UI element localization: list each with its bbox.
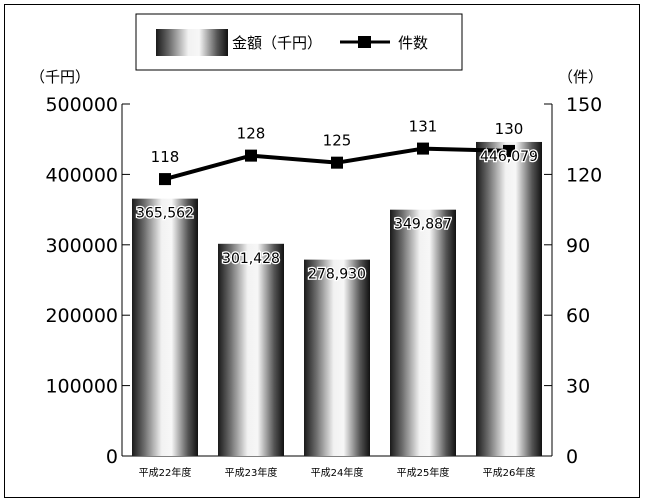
data-labels: 365,562 301,428 278,930 349,887 446,079 118 12… bbox=[135, 118, 539, 284]
bar-value-label: 301,428 bbox=[222, 251, 280, 267]
bar bbox=[132, 198, 198, 456]
bars bbox=[132, 141, 542, 456]
count-marker bbox=[331, 156, 343, 169]
y-right-tick-label: 0 bbox=[566, 446, 578, 468]
y-left-tick-label: 400000 bbox=[45, 164, 118, 186]
legend-bar-label: 金額（千円） bbox=[232, 34, 322, 52]
bar bbox=[476, 141, 542, 456]
x-tick-label: 平成24年度 bbox=[311, 466, 364, 479]
count-marker bbox=[245, 149, 257, 162]
count-value-label: 125 bbox=[323, 132, 352, 150]
bar bbox=[304, 259, 370, 456]
count-line bbox=[159, 142, 515, 186]
y-left-tick-label: 500000 bbox=[45, 94, 118, 116]
y-left-tick-label: 200000 bbox=[45, 305, 118, 327]
legend-line-label: 件数 bbox=[398, 34, 428, 52]
legend-bar-swatch bbox=[156, 29, 228, 56]
y-left-unit: （千円） bbox=[30, 68, 90, 86]
x-tick-label: 平成26年度 bbox=[483, 466, 536, 479]
count-value-label: 131 bbox=[409, 118, 438, 136]
legend: 金額（千円） 件数 bbox=[135, 13, 463, 71]
legend-line-marker bbox=[358, 36, 371, 48]
y-left-tick-label: 100000 bbox=[45, 376, 118, 398]
bar bbox=[390, 209, 456, 456]
x-tick-label: 平成25年度 bbox=[397, 466, 450, 479]
y-right-unit: （件） bbox=[558, 68, 603, 86]
x-tick-label: 平成23年度 bbox=[225, 466, 278, 479]
bar bbox=[218, 243, 284, 456]
y-right-tick-label: 60 bbox=[566, 305, 590, 327]
bar-value-label: 349,887 bbox=[394, 217, 452, 233]
y-right-tick-label: 120 bbox=[566, 164, 602, 186]
y-left-tick-label: 300000 bbox=[45, 235, 118, 257]
count-marker bbox=[503, 144, 515, 157]
y-right-tick-label: 150 bbox=[566, 94, 602, 116]
count-value-label: 130 bbox=[495, 120, 524, 138]
bar-value-label: 278,930 bbox=[308, 267, 366, 283]
count-value-label: 118 bbox=[151, 148, 180, 166]
count-marker bbox=[417, 142, 429, 155]
y-left-tick-label: 0 bbox=[106, 446, 118, 468]
count-marker bbox=[159, 173, 171, 186]
x-tick-label: 平成22年度 bbox=[139, 466, 192, 479]
count-value-label: 128 bbox=[237, 125, 266, 143]
bar-value-label: 446,079 bbox=[480, 149, 538, 165]
y-right-tick-label: 30 bbox=[566, 376, 590, 398]
bar-value-label: 365,562 bbox=[136, 206, 194, 222]
y-right-tick-label: 90 bbox=[566, 235, 590, 257]
